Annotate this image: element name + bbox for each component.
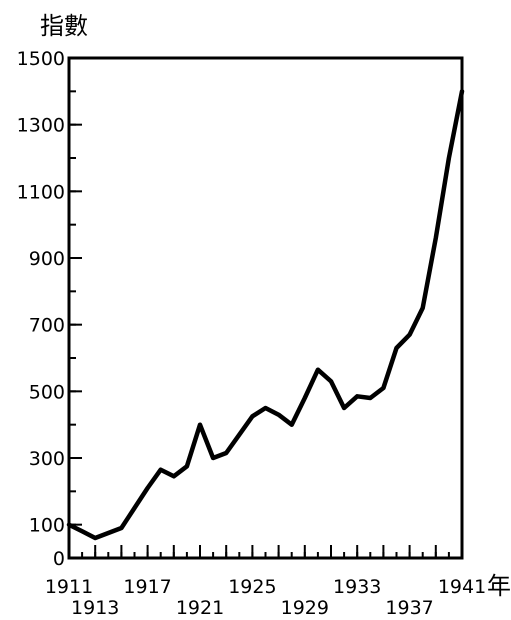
y-tick-label: 1500 bbox=[17, 48, 65, 70]
y-tick-label: 500 bbox=[29, 381, 65, 403]
x-tick-label: 1937 bbox=[385, 597, 433, 619]
y-axis-title: 指數 bbox=[40, 12, 88, 40]
y-tick-label: 1100 bbox=[17, 181, 65, 203]
y-tick-label: 1300 bbox=[17, 115, 65, 137]
y-tick-label: 0 bbox=[53, 548, 65, 570]
y-tick-label: 900 bbox=[29, 248, 65, 270]
y-tick-label: 100 bbox=[29, 515, 65, 537]
y-axis: 0 100 300 500 700 900 1100 1300 1500 bbox=[17, 48, 82, 570]
x-axis-title: 年 bbox=[487, 572, 511, 600]
x-tick-label: 1925 bbox=[228, 576, 276, 598]
x-tick-label: 1917 bbox=[123, 576, 171, 598]
x-tick-label: 1911 bbox=[45, 576, 93, 598]
series-line bbox=[66, 89, 465, 541]
x-tick-label: 1929 bbox=[281, 597, 329, 619]
plot-frame bbox=[67, 56, 464, 560]
x-tick-label: 1941 bbox=[438, 576, 486, 598]
x-axis: 1911 1917 1925 1933 1941 1913 1921 1929 1937 bbox=[45, 545, 486, 619]
x-tick-label: 1921 bbox=[176, 597, 224, 619]
y-tick-label: 700 bbox=[29, 315, 65, 337]
y-tick-label: 300 bbox=[29, 448, 65, 470]
x-tick-label: 1933 bbox=[333, 576, 381, 598]
x-tick-label: 1913 bbox=[71, 597, 119, 619]
